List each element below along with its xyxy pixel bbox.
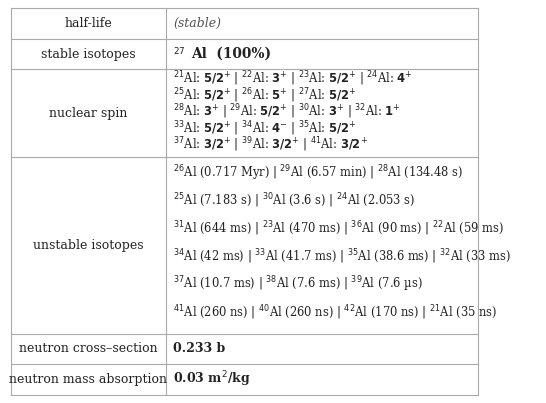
Text: $^{37}$Al: $\mathbf{3/2}^{+}$ $|$ $^{39}$Al: $\mathbf{3/2}^{+}$ $|$ $^{41}$Al: $: $^{37}$Al: $\mathbf{3/2}^{+}$ $|$ $^{39}… <box>173 136 368 154</box>
Text: $^{25}$Al (7.183 s) $|$ $^{30}$Al (3.6 s) $|$ $^{24}$Al (2.053 s): $^{25}$Al (7.183 s) $|$ $^{30}$Al (3.6 s… <box>173 191 415 210</box>
Text: Al  (100%): Al (100%) <box>191 47 271 61</box>
Text: $^{21}$Al: $\mathbf{5/2}^{+}$ $|$ $^{22}$Al: $\mathbf{3}^{+}$ $|$ $^{23}$Al: $\m: $^{21}$Al: $\mathbf{5/2}^{+}$ $|$ $^{22}… <box>173 69 413 88</box>
Text: $^{26}$Al (0.717 Myr) $|$ $^{29}$Al (6.57 min) $|$ $^{28}$Al (134.48 s): $^{26}$Al (0.717 Myr) $|$ $^{29}$Al (6.5… <box>173 163 464 183</box>
Text: 0.233 b: 0.233 b <box>173 343 225 355</box>
Text: $^{25}$Al: $\mathbf{5/2}^{+}$ $|$ $^{26}$Al: $\mathbf{5}^{+}$ $|$ $^{27}$Al: $\m: $^{25}$Al: $\mathbf{5/2}^{+}$ $|$ $^{26}… <box>173 86 356 104</box>
Text: (stable): (stable) <box>173 17 221 30</box>
Text: neutron cross–section: neutron cross–section <box>19 343 158 355</box>
Text: $^{31}$Al (644 ms) $|$ $^{23}$Al (470 ms) $|$ $^{36}$Al (90 ms) $|$ $^{22}$Al (5: $^{31}$Al (644 ms) $|$ $^{23}$Al (470 ms… <box>173 220 503 238</box>
Text: neutron mass absorption: neutron mass absorption <box>9 373 167 386</box>
Text: $^{37}$Al (10.7 ms) $|$ $^{38}$Al (7.6 ms) $|$ $^{39}$Al (7.6 µs): $^{37}$Al (10.7 ms) $|$ $^{38}$Al (7.6 m… <box>173 275 423 295</box>
Text: $^{28}$Al: $\mathbf{3}^{+}$ $|$ $^{29}$Al: $\mathbf{5/2}^{+}$ $|$ $^{30}$Al: $\m: $^{28}$Al: $\mathbf{3}^{+}$ $|$ $^{29}$A… <box>173 102 401 121</box>
Text: $^{34}$Al (42 ms) $|$ $^{33}$Al (41.7 ms) $|$ $^{35}$Al (38.6 ms) $|$ $^{32}$Al : $^{34}$Al (42 ms) $|$ $^{33}$Al (41.7 ms… <box>173 247 511 266</box>
Text: 0.03 m$^2$/kg: 0.03 m$^2$/kg <box>173 370 251 389</box>
Text: unstable isotopes: unstable isotopes <box>33 239 144 252</box>
Text: stable isotopes: stable isotopes <box>41 48 135 60</box>
Text: $^{27}$: $^{27}$ <box>173 48 186 60</box>
Text: half-life: half-life <box>64 17 112 30</box>
Text: $^{41}$Al (260 ns) $|$ $^{40}$Al (260 ns) $|$ $^{42}$Al (170 ns) $|$ $^{21}$Al (: $^{41}$Al (260 ns) $|$ $^{40}$Al (260 ns… <box>173 303 497 322</box>
Text: nuclear spin: nuclear spin <box>49 107 127 120</box>
Text: $^{33}$Al: $\mathbf{5/2}^{+}$ $|$ $^{34}$Al: $\mathbf{4}^{-}$ $|$ $^{35}$Al: $\m: $^{33}$Al: $\mathbf{5/2}^{+}$ $|$ $^{34}… <box>173 119 356 138</box>
